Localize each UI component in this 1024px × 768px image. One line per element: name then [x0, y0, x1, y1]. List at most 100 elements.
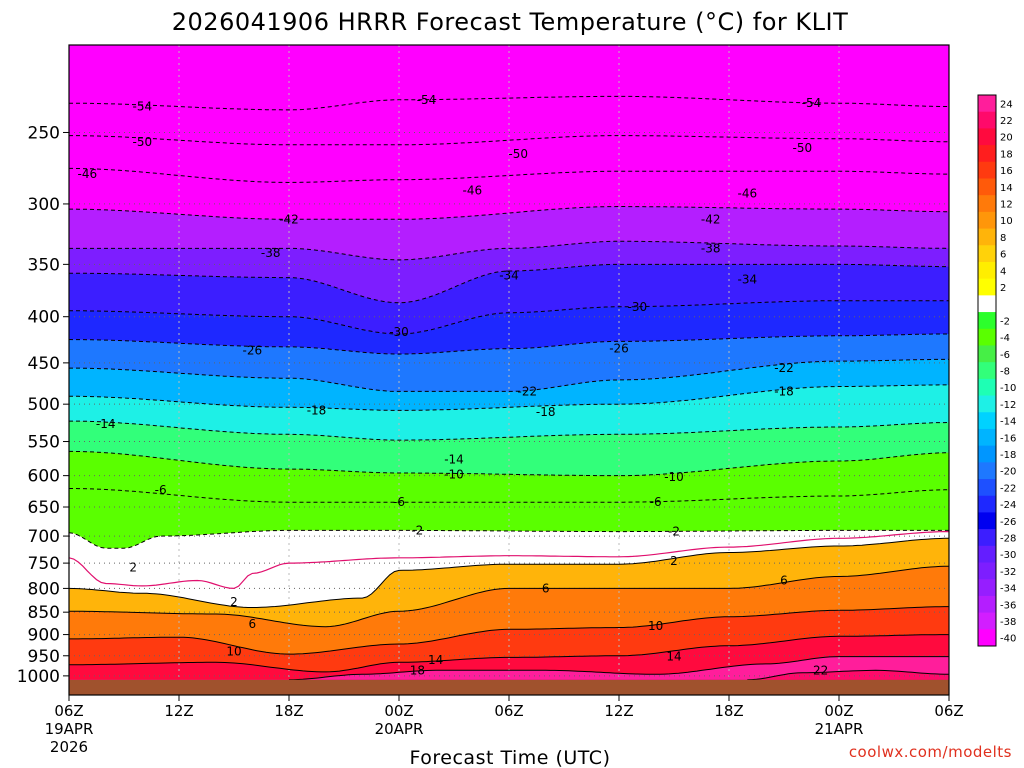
- colorbar-label: -36: [1000, 600, 1016, 611]
- contour-label: -18: [307, 403, 327, 417]
- colorbar-label: -16: [1000, 433, 1016, 444]
- x-tick-label: 06Z: [54, 702, 83, 720]
- colorbar-swatch: [978, 629, 996, 647]
- colorbar-swatch: [978, 95, 996, 113]
- contour-label: -26: [609, 342, 629, 356]
- x-tick-date: 21APR: [815, 720, 864, 738]
- colorbar-swatch: [978, 445, 996, 463]
- contour-label: 22: [813, 663, 828, 677]
- y-tick-label: 350: [28, 255, 60, 275]
- chart-title: 2026041906 HRRR Forecast Temperature (°C…: [172, 8, 848, 36]
- contour-label: 14: [666, 650, 681, 664]
- colorbar-swatch: [978, 545, 996, 564]
- ground-surface: [69, 679, 949, 695]
- isotherm--46: [69, 167, 949, 184]
- colorbar-label: -22: [1000, 483, 1016, 494]
- colorbar-swatch: [978, 412, 996, 430]
- colorbar-swatch: [978, 428, 996, 447]
- x-tick-date: 19APR: [45, 720, 94, 738]
- colorbar-label: 14: [1000, 183, 1013, 194]
- x-tick-label: 00Z: [384, 702, 413, 720]
- contour-label: -38: [261, 246, 281, 260]
- isotherm--22: [69, 358, 949, 392]
- colorbar-swatch: [978, 562, 996, 580]
- colorbar-swatch: [978, 479, 996, 497]
- colorbar-label: -14: [1000, 417, 1016, 428]
- x-tick-label: 18Z: [274, 702, 303, 720]
- y-tick-label: 900: [28, 626, 60, 646]
- contour-labels: -54 -54 -54 -50 -50 -50 -46 -46 -46 -42 -42 -38 -38 -…: [78, 93, 829, 678]
- x-tick-year: 2026: [50, 738, 88, 756]
- contour-label: -54: [133, 100, 153, 114]
- x-tick-date: 20APR: [375, 720, 424, 738]
- y-tick-label: 450: [28, 354, 60, 374]
- contour-label: -10: [664, 470, 684, 484]
- isotherm--6: [69, 488, 949, 503]
- source-credit[interactable]: coolwx.com/modelts: [849, 743, 1012, 761]
- isotherm-contours: [69, 95, 949, 681]
- colorbar-label: -10: [1000, 383, 1016, 394]
- contour-label: -2: [411, 523, 423, 537]
- contour-label: 2: [129, 560, 137, 574]
- contour-label: -46: [78, 167, 98, 181]
- colorbar-swatch: [978, 178, 996, 196]
- isotherm--10: [69, 450, 949, 477]
- contour-label: -34: [499, 268, 519, 282]
- contour-label: 6: [780, 573, 788, 587]
- colorbar-swatch: [978, 345, 996, 363]
- freezing-line-group: [69, 531, 949, 590]
- isotherm-14: [69, 634, 949, 673]
- colorbar-label: -8: [1000, 367, 1010, 378]
- x-tick-label: 06Z: [934, 702, 963, 720]
- colorbar-label: -20: [1000, 467, 1016, 478]
- colorbar-swatch: [978, 462, 996, 480]
- contour-label: 2: [670, 554, 678, 568]
- ground-layer: [69, 679, 949, 695]
- x-axis-title: Forecast Time (UTC): [410, 747, 611, 768]
- contour-label: 10: [226, 645, 241, 659]
- colorbar-swatch: [978, 395, 996, 413]
- contour-label: -30: [628, 300, 648, 314]
- colorbar-swatch: [978, 362, 996, 380]
- y-tick-label: 550: [28, 433, 60, 453]
- x-tick-label: 00Z: [824, 702, 853, 720]
- y-tick-label: 400: [28, 308, 60, 328]
- colorbar-label: 24: [1000, 99, 1013, 110]
- isotherm--30: [69, 300, 949, 335]
- contour-label: -14: [444, 453, 464, 467]
- contour-label: 14: [428, 653, 443, 667]
- colorbar-swatch: [978, 145, 996, 163]
- contour-label: -6: [155, 483, 167, 497]
- contour-label: -34: [738, 273, 758, 287]
- colorbar-label: -40: [1000, 634, 1016, 645]
- temp-band: [69, 359, 949, 411]
- colorbar-label: 18: [1000, 149, 1013, 160]
- isotherm--34: [69, 263, 949, 304]
- y-tick-label: 1000: [17, 667, 60, 687]
- isotherm-22: [747, 669, 949, 681]
- colorbar-frame: [977, 94, 997, 647]
- contour-label: 10: [648, 619, 663, 633]
- contour-label: -30: [389, 325, 409, 339]
- colorbar-swatch: [978, 278, 996, 296]
- y-tick-label: 800: [28, 579, 60, 599]
- y-tick-label: 750: [28, 554, 60, 574]
- y-tick-label: 250: [28, 123, 60, 143]
- colorbar-swatch: [978, 595, 996, 614]
- temp-band: [69, 488, 949, 549]
- contour-label: -22: [774, 361, 794, 375]
- contour-label: -6: [393, 495, 405, 509]
- y-tick-label: 950: [28, 647, 60, 667]
- colorbar-swatch: [978, 579, 996, 597]
- colorbar-label: -30: [1000, 550, 1016, 561]
- colorbar-swatch: [978, 328, 996, 346]
- contour-label: 6: [542, 581, 550, 595]
- contour-label: -26: [243, 343, 263, 357]
- colorbar-label: -34: [1000, 584, 1016, 595]
- colorbar-label: -24: [1000, 500, 1016, 511]
- colorbar-swatch: [978, 312, 996, 330]
- contour-label: -2: [668, 525, 680, 539]
- temp-band: [69, 538, 949, 627]
